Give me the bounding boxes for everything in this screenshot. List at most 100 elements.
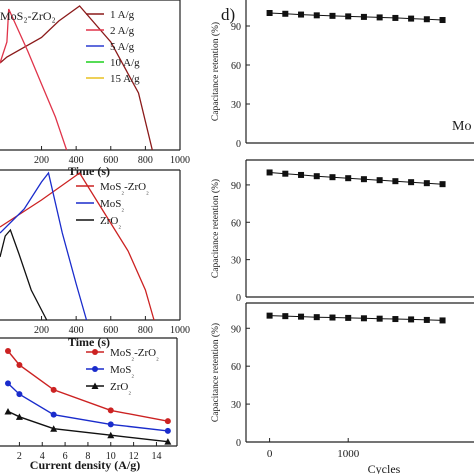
panel-c-x-tick-label: 10: [106, 451, 116, 462]
retention-2-point: [360, 176, 367, 183]
panel-c-point: [16, 362, 23, 368]
panel-b-legend-label-sub: ₂: [121, 186, 124, 195]
panel-retention-bottom: 0 30 60 90 0 1000 Capacitance retention (%) Cyc…: [210, 302, 474, 474]
panel-c-x-tick-label: 4: [40, 451, 45, 462]
panel-c-x-tick-label: 12: [129, 451, 139, 462]
retention-2-y-tick-label: 30: [231, 256, 241, 267]
retention-3-point: [408, 316, 415, 323]
panel-b-x-tick-label: 400: [69, 325, 84, 336]
panel-b-x-tick-label: 800: [138, 325, 153, 336]
retention-1-point: [423, 16, 430, 23]
panel-retention-middle: 0 30 60 90 Capacitance retention (%): [210, 159, 474, 304]
panel-c-point: [15, 413, 23, 420]
panel-a-ticks: 200 400 600 800 1000: [34, 146, 190, 166]
panel-c-point: [164, 418, 171, 425]
panel-b-series-line: [0, 228, 48, 321]
retention-1-y-label: Capacitance retention (%): [210, 22, 221, 121]
retention-3-y-tick-label: 90: [231, 324, 241, 335]
retention-3-y-tick-label: 0: [236, 438, 241, 449]
retention-2-series-line: [269, 172, 443, 185]
panel-b-x-tick-label: 600: [103, 325, 118, 336]
retention-1-cut-label: Mo: [452, 119, 471, 134]
panel-a-title: MoS₂-ZrO₂: [0, 9, 56, 23]
retention-3-series-line: [269, 315, 443, 321]
retention-3-point: [360, 315, 367, 322]
panel-c-legend-label-part: MoS: [110, 347, 131, 359]
panel-b-x-tick-label: 1000: [170, 325, 190, 336]
panel-a-x-tick-label: 600: [103, 155, 118, 166]
panel-c-point: [164, 438, 172, 445]
panel-a-x-label: Time (s): [68, 164, 110, 178]
retention-1-point: [392, 14, 399, 21]
panel-c-legend-label-part: -ZrO: [134, 347, 156, 359]
panel-a-x-tick-label: 400: [69, 155, 84, 166]
panel-b-series-line: [0, 171, 88, 321]
panel-b-legend-label-part: MoS: [100, 181, 121, 193]
retention-2-y-label: Capacitance retention (%): [210, 179, 221, 278]
retention-3-point: [266, 312, 273, 319]
retention-2-point: [282, 170, 289, 177]
panel-a-legend-label: 10 A/g: [110, 57, 140, 69]
panel-c-series-line: [7, 382, 168, 432]
panel-c-ticks: 2 4 6 8 10 12 14: [17, 442, 161, 462]
panel-c-legend-label-sub: ₂: [156, 352, 159, 361]
panel-c-legend-label: MoS₂: [110, 364, 134, 378]
retention-2-point: [439, 181, 446, 188]
retention-1-point: [408, 15, 415, 22]
panel-c-point: [50, 425, 58, 432]
retention-2-point: [266, 169, 273, 176]
panel-gcd-rates: 200 400 600 800 1000 MoS₂-ZrO₂ Time (s) 1 A/…: [0, 0, 190, 178]
panel-b-legend-label: MoS₂-ZrO₂: [100, 181, 149, 195]
panel-a-x-tick-label: 800: [138, 155, 153, 166]
panel-c-series: [4, 347, 172, 445]
retention-1-y-tick-label: 60: [231, 61, 241, 72]
panel-c-point: [16, 391, 23, 398]
panel-c-point: [164, 427, 171, 434]
panel-c-point: [50, 386, 57, 393]
panel-rate-capability: 2 4 6 8 10 12 14 Current density (A/g) MoS₂-Zr…: [0, 337, 178, 472]
retention-2-point: [376, 177, 383, 184]
panel-b-ticks: 200 400 600 800 1000: [34, 316, 190, 336]
retention-3-point: [313, 314, 320, 321]
panel-b-legend-label-part: MoS: [100, 198, 121, 210]
panel-c-x-tick-label: 6: [63, 451, 68, 462]
panel-b-legend-label-sub: ₂: [118, 220, 121, 229]
retention-1-y-tick-label: 30: [231, 100, 241, 111]
panel-d-letter: d): [221, 5, 235, 24]
retention-3-point: [345, 314, 352, 321]
panel-b-legend-label-part: ZrO: [100, 215, 118, 227]
panel-b-x-label: Time (s): [68, 335, 110, 349]
panel-c-point: [50, 411, 57, 418]
panel-c-point: [4, 407, 12, 415]
panel-b-legend-label: ZrO₂: [100, 215, 121, 229]
panel-c-legend-label-part: ZrO: [110, 381, 128, 393]
panel-gcd-compare: 200 400 600 800 1000 Time (s) MoS₂-ZrO₂MoS₂Z…: [0, 169, 190, 349]
panel-c-point: [107, 407, 114, 414]
panel-a-x-tick-label: 200: [34, 155, 49, 166]
retention-1-y-tick-label: 90: [231, 22, 241, 33]
panel-a-legend-label: 1 A/g: [110, 9, 135, 21]
retention-3-point: [298, 313, 305, 320]
panel-c-legend-label-sub: ₂: [128, 386, 131, 395]
panel-a-x-tick-label: 1000: [170, 155, 190, 166]
retention-3-y-tick-label: 30: [231, 400, 241, 411]
panel-c-legend-label: MoS₂-ZrO₂: [110, 347, 159, 361]
panel-c-legend-label: ZrO₂: [110, 381, 131, 395]
panel-a-legend-label: 5 A/g: [110, 41, 135, 53]
panel-b-legend-label-sub: ₂: [121, 203, 124, 212]
panel-c-point: [4, 380, 11, 387]
panel-c-series-line: [7, 410, 168, 443]
retention-1-point: [329, 12, 336, 19]
panel-c-legend-marker: [91, 382, 99, 389]
retention-2-point: [313, 173, 320, 180]
panel-c-legend-label-part: MoS: [110, 364, 131, 376]
retention-2-point: [298, 171, 305, 178]
retention-1-series-line: [269, 12, 443, 21]
retention-3-x-tick-label: 0: [267, 448, 273, 460]
retention-3-y-tick-label: 60: [231, 362, 241, 373]
retention-1-point: [266, 10, 273, 16]
retention-3-x-tick-label: 1000: [337, 448, 360, 460]
